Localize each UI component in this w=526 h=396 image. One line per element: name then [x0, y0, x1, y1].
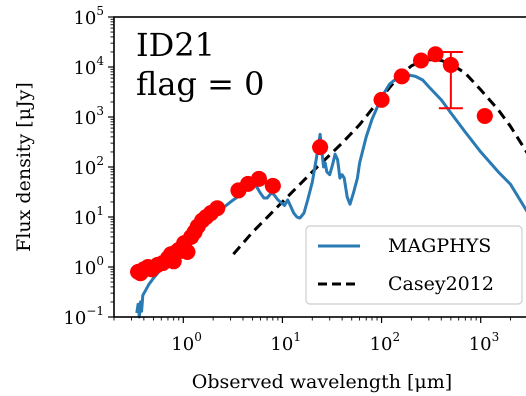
y-tick-label: 101: [73, 204, 104, 229]
y-tick-label: 104: [73, 54, 104, 79]
y-tick-label: 103: [73, 104, 104, 129]
data-point: [373, 91, 390, 108]
data-point: [250, 170, 267, 187]
legend: MAGPHYS Casey2012: [305, 225, 523, 305]
data-point: [393, 68, 410, 85]
y-tick-label: 10−1: [63, 304, 104, 329]
y-tick-label: 100: [73, 254, 104, 279]
annotation-flag: flag = 0: [136, 65, 264, 103]
x-tick-label: 100: [171, 330, 202, 355]
x-axis-label: Observed wavelength [μm]: [192, 371, 452, 393]
data-point: [209, 200, 226, 217]
data-point: [476, 107, 493, 124]
x-tick-label: 102: [370, 330, 401, 355]
data-point: [312, 139, 329, 156]
data-point: [427, 46, 444, 63]
annotation-id: ID21: [136, 26, 215, 64]
y-axis-label: Flux density [μJy]: [13, 82, 35, 252]
data-point: [264, 177, 281, 194]
legend-magphys-label: MAGPHYS: [388, 235, 491, 257]
data-point: [442, 56, 459, 73]
casey-line: [232, 58, 526, 256]
x-tick-label: 101: [270, 330, 301, 355]
data-point: [179, 243, 196, 260]
y-tick-label: 102: [73, 154, 104, 179]
data-point: [413, 52, 430, 69]
x-tick-label: 103: [469, 330, 500, 355]
y-tick-label: 105: [73, 4, 104, 29]
legend-casey-label: Casey2012: [388, 273, 494, 295]
